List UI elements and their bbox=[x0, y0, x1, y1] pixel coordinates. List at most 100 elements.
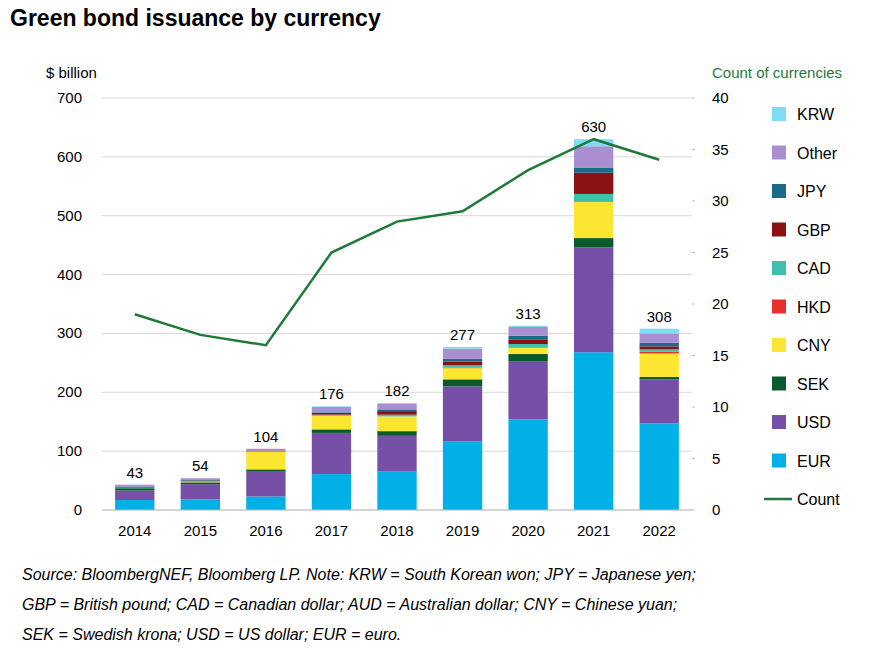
bar-segment bbox=[574, 352, 613, 510]
bar-segment bbox=[443, 386, 482, 441]
legend-line bbox=[764, 498, 792, 501]
bar-segment bbox=[377, 402, 416, 404]
bar-segment bbox=[377, 409, 416, 411]
bar-segment bbox=[574, 238, 613, 247]
y-tick-label: 300 bbox=[57, 324, 82, 341]
y2-tick-label: 20 bbox=[712, 295, 729, 312]
bar-segment bbox=[181, 481, 220, 483]
y2-tick-label: 35 bbox=[712, 141, 729, 158]
bar-segment bbox=[508, 419, 547, 510]
bar-segment bbox=[640, 353, 679, 377]
bar-segment bbox=[508, 326, 547, 327]
bar-segment bbox=[508, 336, 547, 340]
total-label: 104 bbox=[253, 428, 278, 445]
bar-segment bbox=[508, 327, 547, 336]
bar-segment bbox=[115, 485, 154, 487]
total-label: 277 bbox=[450, 326, 475, 343]
y-axis-label: $ billion bbox=[46, 64, 97, 81]
bar-segment bbox=[246, 452, 285, 470]
source-note: Source: BloombergNEF, Bloomberg LP. Note… bbox=[22, 566, 696, 583]
y-tick-label: 100 bbox=[57, 442, 82, 459]
bar-segment bbox=[115, 484, 154, 485]
bar-segment bbox=[181, 482, 220, 484]
bar-segment bbox=[181, 480, 220, 482]
bar-segment bbox=[312, 407, 351, 412]
bar-segment bbox=[181, 478, 220, 479]
y2-tick-label: 15 bbox=[712, 347, 729, 364]
x-tick-label: 2021 bbox=[577, 522, 610, 539]
bar-segment bbox=[640, 379, 679, 423]
y-tick-label: 500 bbox=[57, 207, 82, 224]
bar-segment bbox=[640, 333, 679, 342]
y2-tick bbox=[692, 355, 695, 356]
x-tick-label: 2016 bbox=[249, 522, 282, 539]
y2-tick bbox=[692, 149, 695, 150]
bar-segment bbox=[115, 487, 154, 489]
bar-segment bbox=[508, 344, 547, 347]
total-label: 176 bbox=[319, 385, 344, 402]
bar-segment bbox=[574, 194, 613, 201]
bar-segment bbox=[181, 481, 220, 482]
total-label: 54 bbox=[192, 457, 209, 474]
bar-segment bbox=[443, 349, 482, 359]
bar-segment bbox=[640, 346, 679, 349]
source-note: SEK = Swedish krona; USD = US dollar; EU… bbox=[22, 626, 401, 643]
legend-swatch bbox=[772, 454, 786, 468]
bar-segment bbox=[312, 416, 351, 430]
total-label: 313 bbox=[516, 305, 541, 322]
y2-tick bbox=[692, 407, 695, 408]
bar-segment bbox=[312, 433, 351, 474]
y-tick-label: 400 bbox=[57, 266, 82, 283]
legend-swatch bbox=[772, 300, 786, 314]
bar-segment bbox=[181, 499, 220, 510]
legend-swatch bbox=[772, 107, 786, 121]
legend: KRWOtherJPYGBPCADHKDCNYSEKUSDEURCount bbox=[764, 106, 840, 508]
legend-label: USD bbox=[797, 414, 831, 431]
bar-segment bbox=[312, 474, 351, 510]
bar-segment bbox=[377, 403, 416, 409]
legend-label: GBP bbox=[797, 222, 831, 239]
x-tick-label: 2018 bbox=[380, 522, 413, 539]
bar-segment bbox=[508, 362, 547, 420]
bar-segment bbox=[115, 487, 154, 489]
bar-segment bbox=[443, 365, 482, 367]
bar-segment bbox=[377, 415, 416, 417]
legend-label: SEK bbox=[797, 376, 829, 393]
bar-segment bbox=[443, 368, 482, 379]
count-line bbox=[135, 139, 659, 345]
bar-segment bbox=[246, 496, 285, 510]
legend-label: CNY bbox=[797, 337, 831, 354]
legend-swatch bbox=[772, 415, 786, 429]
bar-segment bbox=[574, 202, 613, 238]
y-tick-label: 600 bbox=[57, 148, 82, 165]
bar-segment bbox=[377, 471, 416, 510]
bar-segment bbox=[443, 362, 482, 366]
legend-swatch bbox=[772, 261, 786, 275]
bar-segment bbox=[508, 348, 547, 354]
bar-segment bbox=[115, 488, 154, 489]
bar-segment bbox=[181, 481, 220, 483]
legend-label: KRW bbox=[797, 106, 835, 123]
total-label: 308 bbox=[647, 308, 672, 325]
legend-swatch bbox=[772, 223, 786, 237]
grid-line bbox=[102, 510, 692, 511]
bar-segment bbox=[181, 478, 220, 480]
bar-segment bbox=[312, 406, 351, 408]
bars bbox=[115, 139, 679, 510]
y2-tick-label: 5 bbox=[712, 450, 720, 467]
total-label: 630 bbox=[581, 118, 606, 135]
legend-swatch bbox=[772, 338, 786, 352]
bar-segment bbox=[640, 343, 679, 347]
grid-line bbox=[102, 98, 692, 99]
bar-segment bbox=[574, 146, 613, 167]
chart: Green bond issuance by currency$ billion… bbox=[0, 0, 882, 652]
bar-segment bbox=[443, 359, 482, 362]
x-tick-label: 2020 bbox=[511, 522, 544, 539]
lines bbox=[135, 139, 659, 345]
x-axis bbox=[102, 510, 692, 511]
bar-segment bbox=[312, 415, 351, 416]
bar-segment bbox=[508, 339, 547, 344]
bar-segment bbox=[443, 441, 482, 510]
bar-segment bbox=[508, 354, 547, 362]
y-tick-label: 700 bbox=[57, 89, 82, 106]
